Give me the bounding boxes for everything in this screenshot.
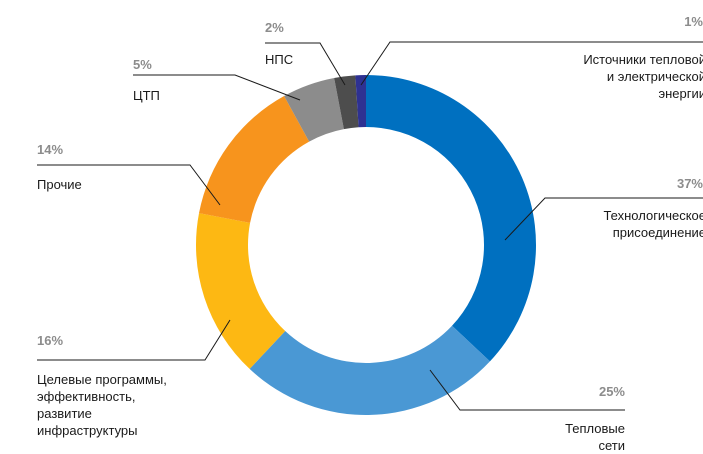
donut-segment (284, 78, 344, 142)
leader-line (133, 74, 301, 101)
category-label: Тепловые сети (565, 421, 625, 453)
leader-line (37, 319, 231, 361)
category-label: Технологическое присоединение (603, 208, 703, 240)
donut-segment (249, 325, 490, 415)
leader-line (504, 197, 703, 241)
leader-line (429, 369, 625, 411)
category-label: Целевые программы, эффективность, развит… (37, 372, 167, 438)
category-label: Прочие (37, 177, 82, 192)
category-label: ЦТП (133, 88, 160, 103)
leader-line (37, 164, 221, 206)
donut-segment (199, 96, 310, 223)
leader-line (360, 41, 703, 86)
value-label: 2% (265, 20, 284, 35)
value-label: 16% (37, 333, 64, 348)
donut-segment (366, 75, 536, 362)
category-label: Источники тепловой и электрической энерг… (583, 52, 703, 101)
value-label: 1% (684, 14, 703, 29)
value-label: 5% (133, 57, 152, 72)
donut-segment (355, 75, 366, 128)
value-label: 37% (676, 176, 703, 191)
value-label: 14% (37, 142, 64, 157)
value-label: 25% (598, 384, 625, 399)
leader-line (265, 42, 346, 86)
donut-segment (334, 75, 359, 130)
donut-segment (196, 213, 286, 369)
category-label: НПС (265, 52, 294, 67)
